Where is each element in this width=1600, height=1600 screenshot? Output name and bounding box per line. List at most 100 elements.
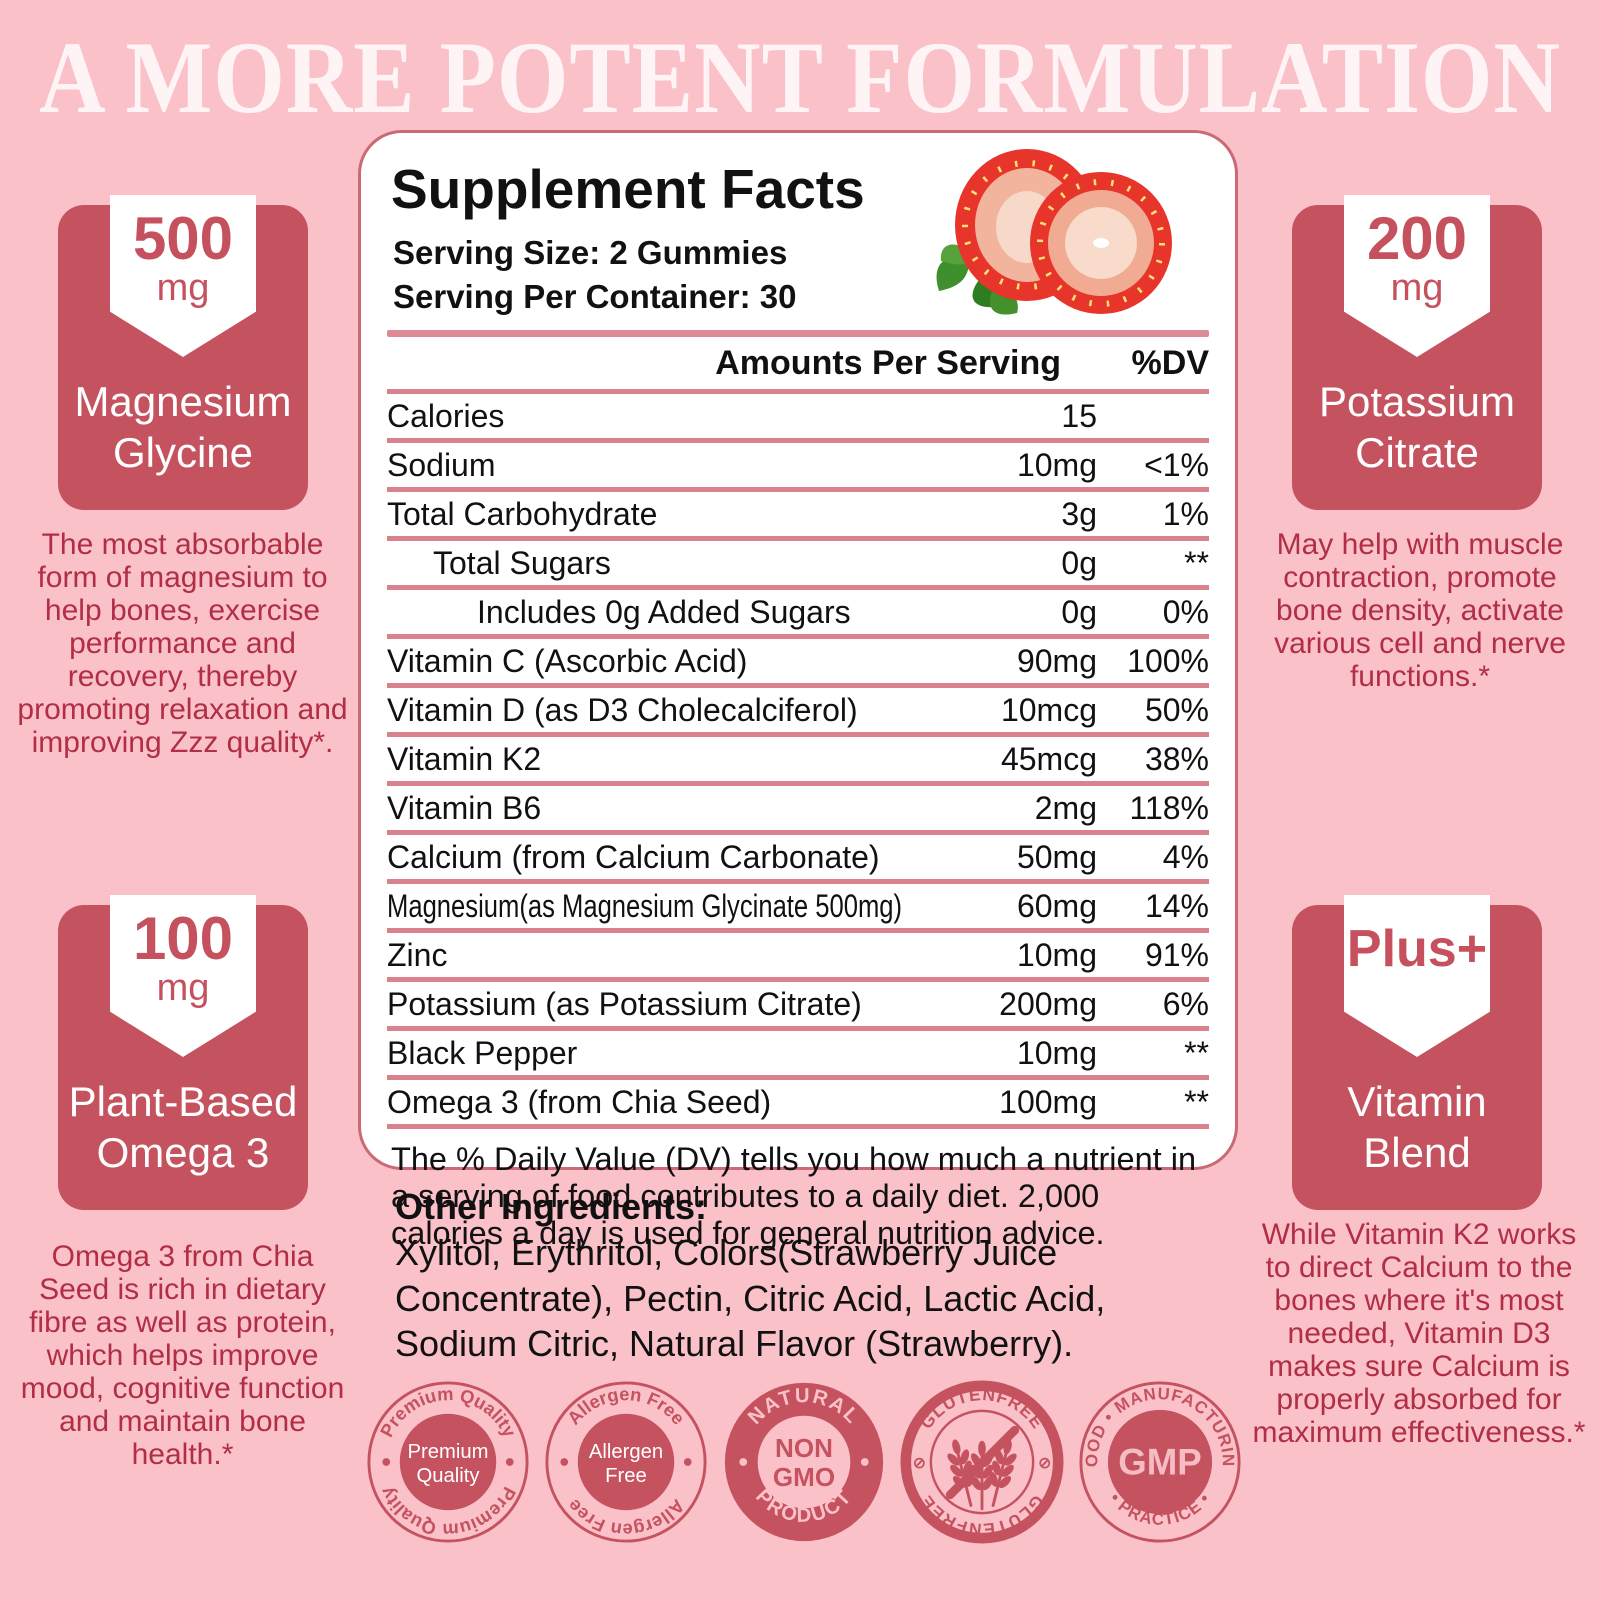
row-name-cell: Vitamin D (as D3 Cholecalciferol) (387, 692, 947, 729)
badge-omega3: 100 mg Plant-Based Omega 3 (58, 895, 308, 1210)
table-row: Omega 3 (from Chia Seed) 100mg ** (387, 1080, 1209, 1130)
row-name: Total Carbohydrate (387, 496, 658, 533)
ribbon-potassium: 200 mg (1344, 195, 1490, 357)
row-amount: 45mcg (1000, 741, 1097, 778)
non-gmo-seal: NATURAL PRODUCT NON GMO (724, 1382, 884, 1542)
row-name-cell: Potassium (as Potassium Citrate) (387, 986, 947, 1023)
row-name-cell: Includes 0g Added Sugars (387, 594, 947, 631)
row-dv: ** (1184, 1035, 1209, 1072)
row-name-cell: Magnesium(as Magnesium Glycinate 500mg) (387, 888, 947, 925)
row-amount: 10mg (1016, 1035, 1097, 1072)
row-amount: 50mg (1016, 839, 1097, 876)
table-row: Includes 0g Added Sugars 0g 0% (387, 590, 1209, 640)
badge-potassium-citrate: 200 mg Potassium Citrate (1292, 195, 1542, 510)
badge-unit: mg (156, 267, 210, 309)
row-dv: <1% (1144, 447, 1209, 484)
row-dv: 38% (1144, 741, 1209, 778)
row-amount: 200mg (999, 986, 1097, 1023)
gmp-seal: GOOD • MANUFACTURING • PRACTICE • GMP (1078, 1380, 1241, 1543)
row-amount: 100mg (999, 1084, 1097, 1121)
row-name-cell: Zinc (387, 937, 947, 974)
row-name-cell: Vitamin K2 (387, 741, 947, 778)
row-name-cell: Omega 3 (from Chia Seed) (387, 1084, 947, 1121)
badge-title: Plant-Based Omega 3 (68, 1077, 298, 1176)
premium-quality-seal: Premium Quality Premium Quality Premium … (367, 1381, 529, 1543)
facts-column-headers: Amounts Per Serving %DV (387, 337, 1209, 395)
row-name: Potassium (as Potassium Citrate) (387, 986, 862, 1023)
row-amount: 60mg (1016, 888, 1097, 925)
row-amount: 3g (1061, 496, 1097, 533)
other-ingredients-heading: Other Ingredients: (395, 1186, 708, 1227)
facts-rows: Calories 15 Sodium 10mg <1% Total Carboh… (387, 394, 1209, 1130)
divider-thick (387, 330, 1209, 338)
badge-potassium-description: May help with muscle contraction, promot… (1274, 528, 1566, 693)
badge-value: 500 (132, 205, 234, 272)
badge-vitamin-blend: Plus+ Vitamin Blend (1292, 895, 1542, 1210)
badge-title: Magnesium Glycine (74, 377, 292, 476)
wheat-icon (941, 1436, 1023, 1511)
badge-magnesium-description: The most absorbable form of magnesium to… (17, 528, 348, 759)
no-symbol-icon: ⊘ (1038, 1455, 1051, 1472)
seal-center-text: GMO (773, 1462, 835, 1492)
row-dv: 1% (1162, 496, 1209, 533)
certification-seals: Premium Quality Premium Quality Premium … (366, 1380, 1242, 1544)
row-dv: ** (1184, 1084, 1209, 1121)
row-name: Calcium (from Calcium Carbonate) (387, 839, 880, 876)
row-dv: 50% (1144, 692, 1209, 729)
table-row: Sodium 10mg <1% (387, 443, 1209, 493)
col-header-dv: %DV (1131, 344, 1209, 383)
badge-title: Vitamin Blend (1347, 1077, 1487, 1176)
other-ingredients-text: Xylitol, Erythritol, Colors(Strawberry J… (395, 1232, 1106, 1365)
table-row: Vitamin K2 45mcg 38% (387, 737, 1209, 787)
badge-unit: mg (1390, 267, 1444, 309)
row-dv: 6% (1162, 986, 1209, 1023)
row-name-cell: Total Sugars (387, 545, 947, 582)
row-name: Vitamin B6 (387, 790, 542, 827)
row-name-cell: Black Pepper (387, 1035, 947, 1072)
row-name-cell: Sodium (387, 447, 947, 484)
badge-value: 100 (132, 905, 234, 972)
seal-ring-text: GLUTENFREE (916, 1384, 1047, 1433)
table-row: Vitamin B6 2mg 118% (387, 786, 1209, 836)
dv-footnote: The % Daily Value (DV) tells you how muc… (391, 1141, 1197, 1251)
page-title: A MORE POTENT FORMULATION (39, 20, 1561, 135)
row-dv: 4% (1162, 839, 1209, 876)
seal-center-text: Free (605, 1465, 647, 1487)
row-dv: 100% (1127, 643, 1209, 680)
no-symbol-icon: ⊘ (913, 1455, 926, 1472)
gluten-free-seal: GLUTENFREE GLUTENFREE ⊘ ⊘ (900, 1380, 1064, 1544)
allergen-free-seal: Allergen Free Allergen Free Allergen Fre… (545, 1381, 707, 1543)
row-dv: 0% (1162, 594, 1209, 631)
table-row: Calories 15 (387, 394, 1209, 444)
badge-value: 200 (1366, 205, 1468, 272)
serving-size: Serving Size: 2 Gummies (393, 234, 788, 271)
seal-center-text: Premium (407, 1441, 488, 1463)
badge-value: Plus+ (1346, 920, 1488, 978)
row-dv: 14% (1144, 888, 1209, 925)
badge-omega3-description: Omega 3 from Chia Seed is rich in dietar… (20, 1240, 345, 1471)
table-row: Calcium (from Calcium Carbonate) 50mg 4% (387, 835, 1209, 885)
row-name-cell: Total Carbohydrate (387, 496, 947, 533)
badge-magnesium-glycine: 500 mg Magnesium Glycine (58, 195, 308, 510)
table-row: Vitamin D (as D3 Cholecalciferol) 10mcg … (387, 688, 1209, 738)
seal-center-text: NON (775, 1433, 833, 1463)
svg-text:GLUTENFREE: GLUTENFREE (916, 1384, 1048, 1433)
row-name-cell: Vitamin B6 (387, 790, 947, 827)
seal-center-text: Quality (416, 1465, 480, 1487)
table-row: Zinc 10mg 91% (387, 933, 1209, 983)
seal-center-text: GMP (1118, 1442, 1201, 1483)
other-ingredients: Other Ingredients: Xylitol, Erythritol, … (395, 1186, 1231, 1367)
row-name: Vitamin C (Ascorbic Acid) (387, 643, 748, 680)
row-name: Sodium (387, 447, 496, 484)
row-name-cell: Calories (387, 398, 947, 435)
row-name: Omega 3 (from Chia Seed) (387, 1084, 772, 1121)
row-amount: 10mg (1016, 447, 1097, 484)
row-name: Calories (387, 398, 505, 435)
servings-per-container: Serving Per Container: 30 (393, 277, 797, 315)
row-dv: 118% (1129, 790, 1209, 827)
table-row: Magnesium(as Magnesium Glycinate 500mg) … (387, 884, 1209, 934)
badge-vitamin-blend-description: While Vitamin K2 works to direct Calcium… (1252, 1218, 1586, 1449)
row-dv: ** (1184, 545, 1209, 582)
row-name: Zinc (387, 937, 448, 974)
slash-icon (945, 1425, 1020, 1500)
